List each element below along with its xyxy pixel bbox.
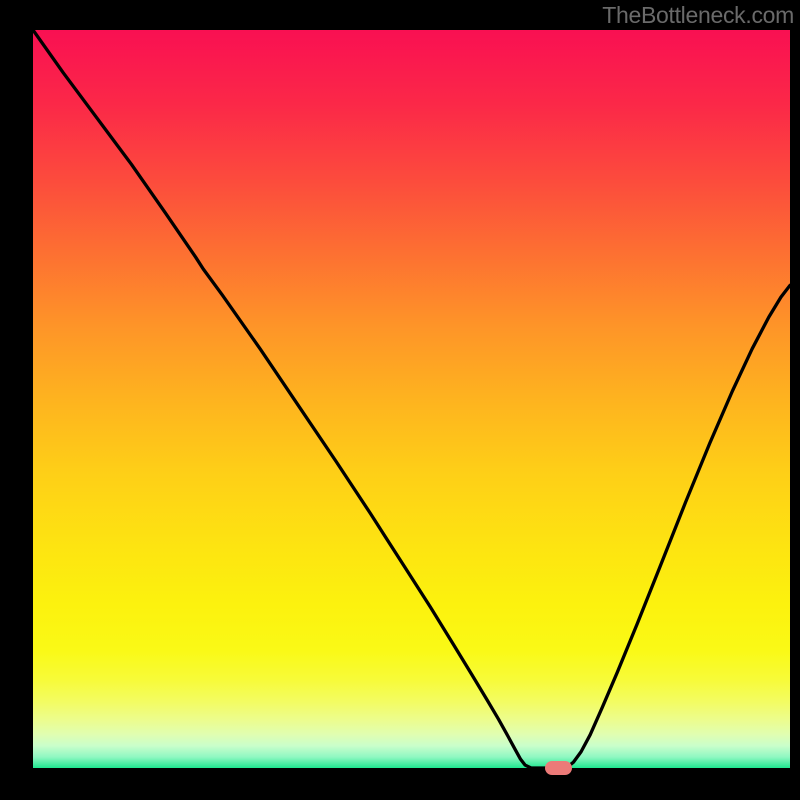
optimal-point-marker [545,761,572,775]
watermark-text: TheBottleneck.com [602,2,794,29]
gradient-background [33,30,790,768]
plot-svg [33,30,790,768]
chart-container: TheBottleneck.com [0,0,800,800]
plot-area [33,30,790,768]
